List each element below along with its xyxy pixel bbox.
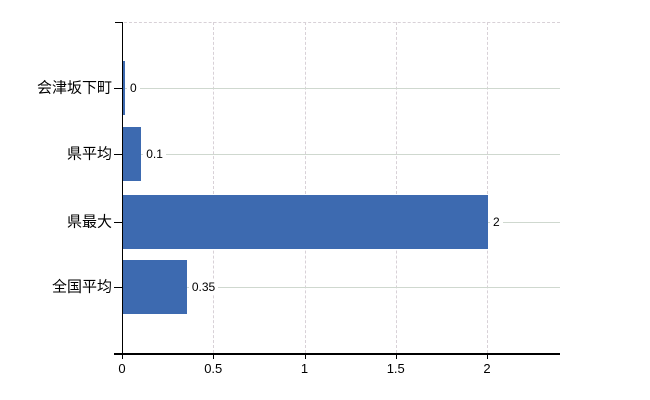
value-label: 0.35 bbox=[188, 280, 219, 294]
x-axis-tick bbox=[122, 355, 123, 359]
x-tick-label: 0 bbox=[118, 361, 126, 376]
y-axis-tick bbox=[114, 287, 122, 288]
x-axis-line bbox=[114, 353, 560, 355]
x-tick-label: 2 bbox=[483, 361, 491, 376]
x-axis-tick bbox=[487, 355, 488, 359]
category-label: 全国平均 bbox=[51, 278, 112, 296]
x-axis-tick bbox=[213, 355, 215, 359]
y-axis-tick bbox=[114, 222, 122, 223]
value-label: 0.1 bbox=[143, 147, 166, 161]
bar-row-3 bbox=[123, 260, 187, 314]
category-label: 県最大 bbox=[66, 213, 112, 231]
category-label: 会津坂下町 bbox=[36, 79, 112, 97]
row-gridline bbox=[122, 287, 560, 288]
y-axis-tick bbox=[114, 154, 122, 155]
y-axis-tick bbox=[114, 88, 122, 89]
x-tick-label: 1.5 bbox=[386, 361, 405, 376]
bar-row-2 bbox=[123, 195, 488, 249]
vertical-gridline bbox=[487, 22, 488, 353]
y-axis-line bbox=[122, 22, 123, 354]
x-axis-tick bbox=[395, 355, 397, 359]
x-tick-label: 1 bbox=[300, 361, 309, 376]
value-label: 2 bbox=[490, 215, 503, 229]
bar-row-1 bbox=[123, 127, 142, 181]
x-axis-tick bbox=[304, 355, 306, 359]
value-label: 0 bbox=[127, 81, 140, 95]
y-axis-end-tick bbox=[115, 22, 122, 23]
row-gridline bbox=[122, 154, 560, 155]
category-label: 県平均 bbox=[66, 145, 112, 163]
row-gridline bbox=[122, 88, 560, 89]
bar-row-0 bbox=[123, 61, 125, 115]
vertical-gridline bbox=[304, 22, 306, 353]
x-tick-label: 0.5 bbox=[204, 361, 223, 376]
vertical-gridline bbox=[213, 22, 215, 353]
vertical-gridline bbox=[395, 22, 397, 353]
plot-top-border bbox=[124, 22, 560, 23]
